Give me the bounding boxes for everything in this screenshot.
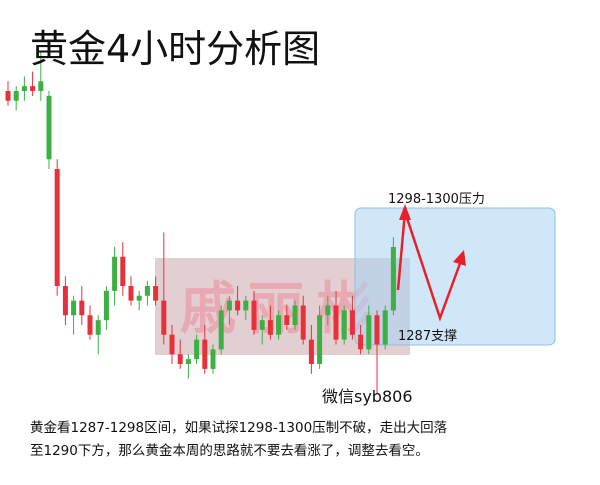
candle-body: [292, 305, 298, 325]
candle-body: [103, 290, 109, 321]
candle-body: [54, 169, 60, 286]
candle-body: [333, 305, 339, 340]
candle-body: [276, 315, 282, 335]
candle-body: [226, 300, 232, 311]
candle-body: [21, 86, 27, 91]
candle-body: [161, 300, 167, 335]
candle-body: [218, 310, 224, 350]
candle-body: [325, 305, 331, 316]
candle-body: [358, 334, 364, 350]
note-line: 黄金看1287-1298区间，如果试探1298-1300压制不破，走出大回落: [30, 420, 448, 436]
candle-body: [374, 315, 380, 345]
candle-body: [341, 310, 347, 340]
candle-body: [153, 286, 159, 301]
annotation: 1287支撑: [398, 329, 457, 344]
arrow-head: [399, 204, 411, 220]
chart-title: 黄金4小时分析图: [30, 27, 320, 71]
candle-body: [185, 359, 191, 364]
watermark: 戚丽彬: [180, 277, 384, 342]
candle-body: [144, 286, 150, 296]
annotation: 微信syb806: [322, 387, 413, 406]
candle-body: [5, 91, 11, 101]
candle-body: [251, 300, 257, 330]
candle-body: [112, 256, 118, 291]
candle-body: [79, 300, 85, 316]
candle-body: [235, 300, 241, 311]
candle-body: [177, 354, 183, 364]
candles: [5, 52, 396, 394]
candle-body: [128, 286, 134, 301]
candle-body: [38, 81, 44, 91]
candle-body: [46, 95, 52, 160]
candle-body: [194, 339, 200, 360]
candle-body: [30, 86, 36, 91]
forecast-arrow: [396, 211, 464, 322]
candle-body: [349, 310, 355, 335]
candle-body: [71, 300, 77, 316]
note-line: 至1290下方，那么黄金本周的思路就不要去看涨了，调整去看空。: [30, 443, 429, 459]
candle-body: [308, 339, 314, 364]
candle-body: [366, 315, 372, 350]
candle-body: [95, 320, 101, 335]
candle-body: [136, 295, 142, 301]
arrow-head: [453, 250, 466, 266]
candle-body: [300, 305, 306, 340]
candle-body: [284, 315, 290, 325]
candle-body: [317, 315, 323, 364]
candle-body: [243, 300, 249, 311]
candle-body: [267, 320, 273, 335]
candle-body: [62, 286, 68, 316]
candle-body: [390, 247, 396, 311]
annotation: 1298-1300压力: [388, 192, 485, 207]
candle-body: [120, 256, 126, 286]
candle-body: [259, 320, 265, 330]
candle-body: [13, 91, 19, 101]
candle-body: [202, 339, 208, 369]
candle-body: [382, 310, 388, 345]
candle-body: [87, 315, 93, 335]
candle-body: [169, 334, 175, 355]
candle-body: [210, 349, 216, 369]
